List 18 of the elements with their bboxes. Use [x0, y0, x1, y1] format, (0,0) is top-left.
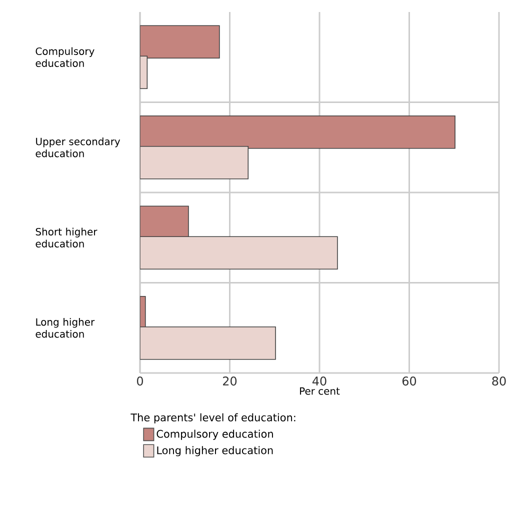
y-tick-label: Long higher education — [36, 318, 95, 338]
y-tick-label: Compulsory education — [36, 47, 94, 67]
bar — [140, 25, 220, 59]
bar — [140, 326, 276, 360]
y-tick-label: Upper secondary education — [36, 138, 120, 158]
bar — [140, 146, 249, 180]
x-tick-label: 80 — [492, 376, 506, 386]
x-tick-label: 40 — [312, 376, 326, 386]
x-axis-title: Per cent — [300, 387, 340, 395]
bar — [140, 115, 456, 149]
x-tick-label: 0 — [136, 376, 144, 386]
legend-title: The parents' level of education: — [130, 413, 296, 424]
y-tick-label: Short higher education — [36, 228, 98, 248]
x-tick-label: 20 — [223, 376, 237, 386]
legend-label: Compulsory education — [156, 430, 273, 440]
x-tick-label: 60 — [402, 376, 416, 386]
bar — [140, 236, 338, 270]
legend-label: Long higher education — [157, 446, 273, 456]
